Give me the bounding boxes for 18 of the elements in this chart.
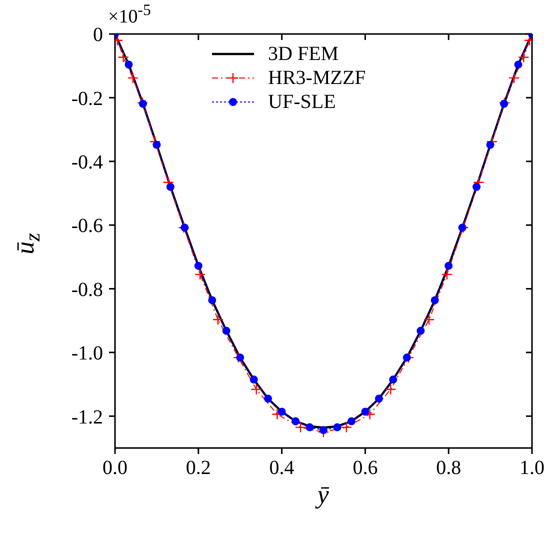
y-tick-label: -1.2 [71, 406, 103, 428]
x-tick-label: 0.6 [352, 457, 378, 480]
x-tick-label: 0.4 [269, 457, 294, 480]
y-tick-label: 0 [93, 24, 103, 46]
x-tick-label: 0.0 [102, 457, 128, 480]
legend-label: 3D FEM [268, 42, 339, 66]
x-tick-label: 1.0 [520, 457, 544, 480]
y-tick-label: -0.2 [71, 88, 103, 110]
y-tick-label: -1.0 [71, 342, 103, 365]
y-tick-label: -0.4 [71, 151, 103, 174]
text: ×10$^{-5}$ [108, 2, 151, 28]
x-tick-label: 0.8 [436, 457, 462, 480]
legend-label: HR3-MZZF [268, 66, 366, 90]
y-tick-label: -0.6 [71, 215, 103, 238]
y-tick-label: -0.8 [71, 278, 103, 301]
x-tick-label: 0.2 [186, 457, 211, 480]
x-axis-title: ȳ [314, 480, 330, 510]
legend-label: UF-SLE [268, 90, 336, 114]
